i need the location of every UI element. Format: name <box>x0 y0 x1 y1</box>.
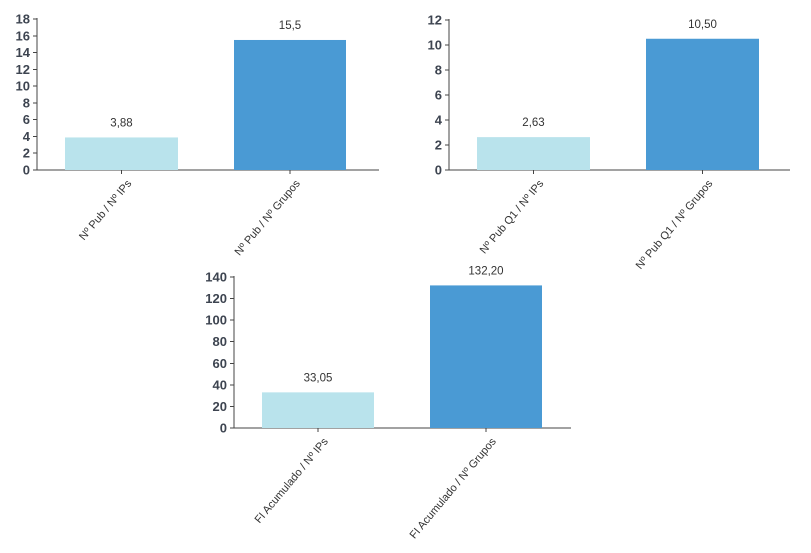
y-tick-label: 12 <box>16 62 30 77</box>
chart-3: 0 20 40 60 80 100 120 140 33,05 FI Acumulado / Nº… <box>205 265 571 541</box>
y-tick-label: 4 <box>435 113 443 128</box>
x-category-label: FI Acumulado / Nº IPs <box>253 435 332 525</box>
y-tick-label: 60 <box>213 356 227 371</box>
y-tick-label: 14 <box>16 45 31 60</box>
y-tick-label: 80 <box>213 334 227 349</box>
y-tick-label: 8 <box>435 63 442 78</box>
y-tick-label: 2 <box>23 146 30 161</box>
y-tick-label: 12 <box>428 13 442 28</box>
bar-2 <box>430 285 542 428</box>
y-tick-label: 6 <box>435 88 442 103</box>
x-category-label: FI Acumulado / Nº Grupos <box>408 435 499 541</box>
x-category-label: Nº Pub / Nº IPs <box>77 177 135 242</box>
y-tick-label: 4 <box>23 129 31 144</box>
data-label: 15,5 <box>279 20 301 32</box>
y-tick-label: 120 <box>205 291 227 306</box>
y-tick-label: 0 <box>220 421 227 436</box>
y-tick-label: 100 <box>205 313 227 328</box>
y-tick-label: 140 <box>205 270 227 285</box>
bar-1 <box>477 137 590 170</box>
y-tick-label: 6 <box>23 112 30 127</box>
y-tick-label: 40 <box>213 377 227 392</box>
y-tick-label: 16 <box>16 28 30 43</box>
data-label: 3,88 <box>110 117 132 129</box>
y-tick-label: 10 <box>16 79 30 94</box>
y-tick-label: 2 <box>435 138 442 153</box>
bar-1 <box>65 137 178 170</box>
x-category-label: Nº Pub / Nº Grupos <box>233 177 303 258</box>
x-category-label: Nº Pub Q1 / Nº Grupos <box>634 177 716 271</box>
y-tick-label: 10 <box>428 38 442 53</box>
y-tick-label: 0 <box>23 163 30 178</box>
y-tick-label: 0 <box>435 163 442 178</box>
x-category-label: Nº Pub Q1 / Nº IPs <box>478 177 547 256</box>
data-label: 33,05 <box>304 372 333 384</box>
y-tick-label: 8 <box>23 95 30 110</box>
bar-2 <box>234 39 346 170</box>
bar-2 <box>646 38 759 170</box>
chart-2: 0 2 4 6 8 10 12 2,63 Nº Pub Q1 / Nº IPs 10,50 Nº P… <box>428 13 790 272</box>
y-tick-label: 18 <box>16 12 30 27</box>
bar-1 <box>262 392 374 428</box>
data-label: 132,20 <box>468 265 503 277</box>
data-label: 2,63 <box>522 117 544 129</box>
y-tick-label: 20 <box>213 399 227 414</box>
data-label: 10,50 <box>688 19 717 31</box>
